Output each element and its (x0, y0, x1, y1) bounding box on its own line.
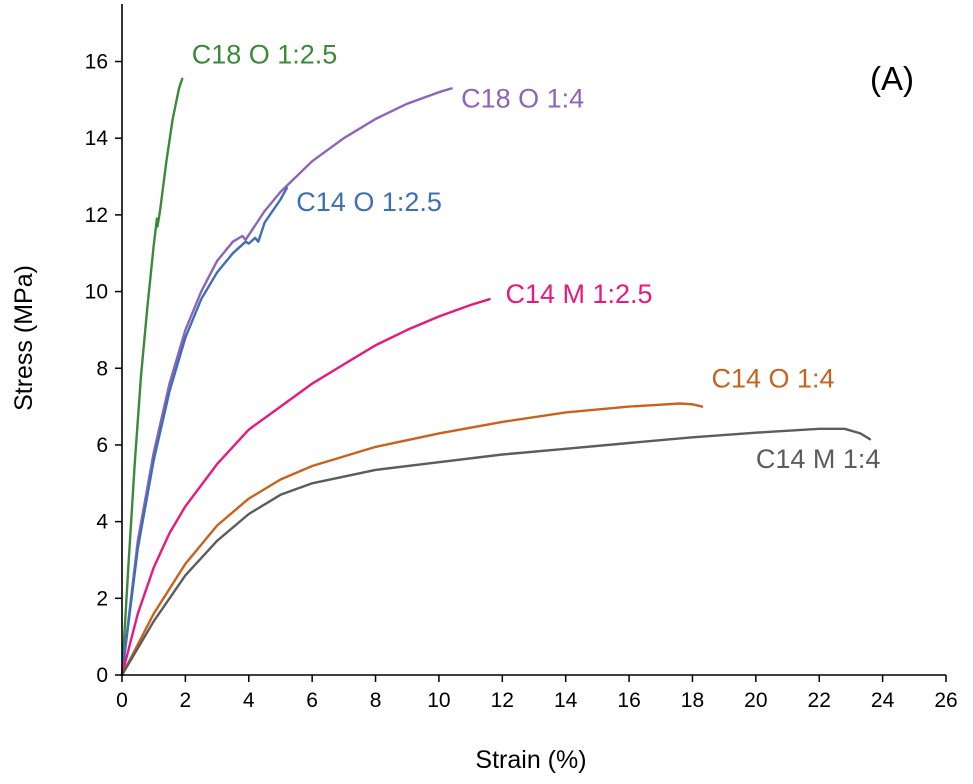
x-tick-label: 10 (427, 689, 450, 712)
x-tick-label: 18 (681, 689, 704, 712)
series-labels-layer: C18 O 1:2.5 C18 O 1:4 C14 O 1:2.5 C14 M 1:2… (192, 39, 881, 474)
series-line-c18-o-1-4 (120, 87, 453, 677)
x-tick-label: 0 (116, 689, 128, 712)
series-label-c18-o-1-2-5: C18 O 1:2.5 (192, 39, 338, 69)
y-tick-label: 6 (96, 434, 108, 457)
y-tick-label: 0 (96, 664, 108, 687)
x-tick-label: 26 (934, 689, 957, 712)
x-tick-label: 24 (871, 689, 895, 712)
x-tick-label: 20 (744, 689, 767, 712)
y-axis-title: Stress (MPa) (10, 265, 38, 411)
y-tick-label: 10 (85, 281, 108, 304)
y-tick-label: 4 (96, 511, 108, 534)
x-tick-label: 4 (243, 689, 255, 712)
series-label-c14-m-1-4: C14 M 1:4 (756, 444, 881, 474)
series-label-c14-m-1-2-5: C14 M 1:2.5 (505, 279, 652, 309)
x-axis-title: Strain (%) (475, 746, 586, 774)
series-line-c14-o-1-2-5 (120, 186, 288, 677)
series-line-c18-o-1-2-5 (120, 77, 184, 677)
x-tick-label: 16 (617, 689, 640, 712)
panel-label: (A) (870, 60, 914, 97)
x-tick-label: 8 (370, 689, 382, 712)
x-tick-label: 12 (491, 689, 514, 712)
x-tick-label: 2 (180, 689, 192, 712)
x-tick-label: 22 (808, 689, 831, 712)
y-tick-label: 12 (85, 204, 108, 227)
y-tick-label: 2 (96, 587, 108, 610)
series-label-c14-o-1-2-5: C14 O 1:2.5 (296, 187, 442, 217)
x-tick-label: 14 (554, 689, 578, 712)
series-line-c14-o-1-4 (120, 402, 704, 677)
y-tick-label: 16 (85, 51, 108, 74)
series-line-c14-m-1-2-5 (120, 298, 491, 677)
series-layer (120, 77, 872, 677)
series-line-c14-m-1-4 (120, 427, 872, 677)
y-tick-label: 14 (85, 127, 109, 150)
y-tick-label: 8 (96, 357, 108, 380)
series-label-c18-o-1-4: C18 O 1:4 (461, 84, 584, 114)
x-tick-label: 6 (306, 689, 318, 712)
series-label-c14-o-1-4: C14 O 1:4 (711, 363, 834, 393)
